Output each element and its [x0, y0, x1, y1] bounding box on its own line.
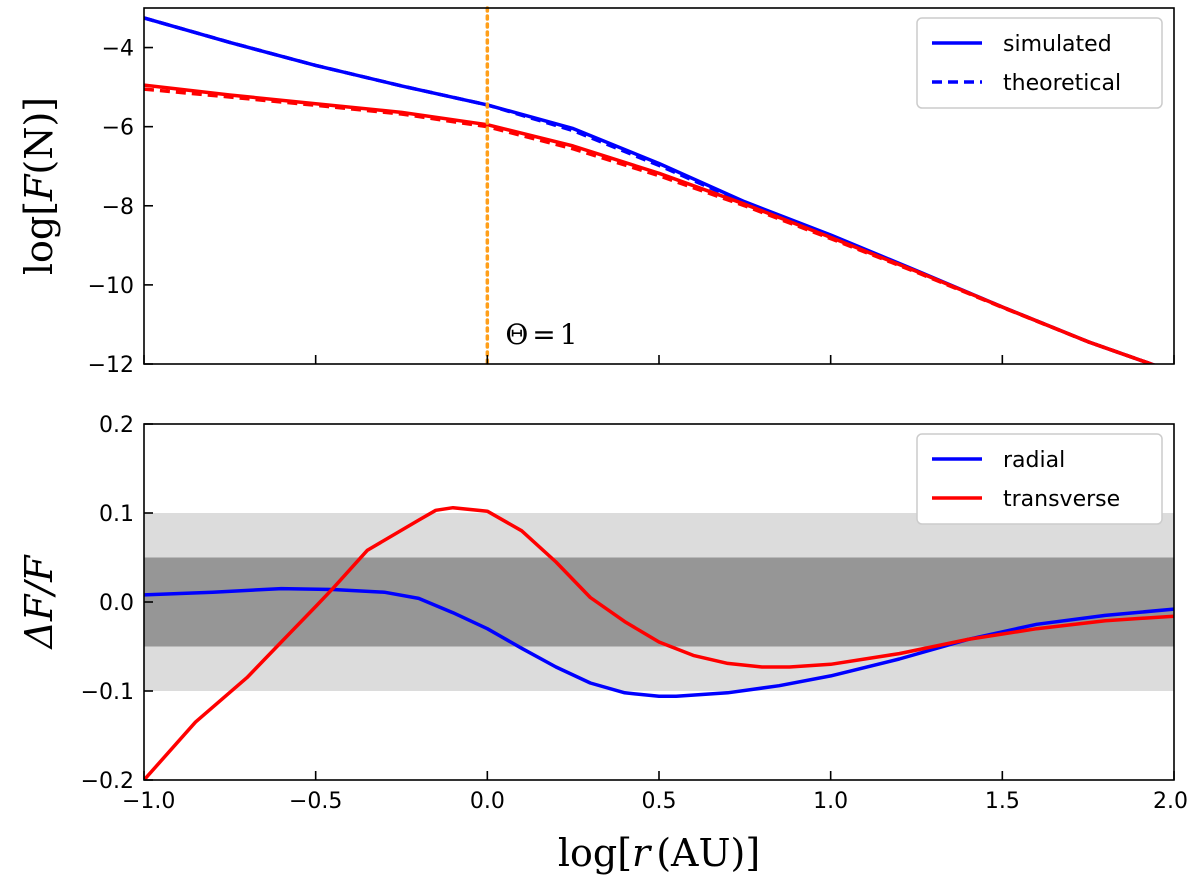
legend-simulated-label: simulated	[1003, 32, 1112, 57]
top-y-axis-label: log[F(N)]	[17, 97, 61, 275]
x-tick-label: 1.0	[813, 789, 848, 814]
bottom-y-tick-label: 0.2	[99, 413, 134, 438]
top-y-tick-label: −4	[102, 37, 134, 62]
x-label-close-bracket: ]	[745, 831, 760, 875]
bottom-y-tick-label: −0.2	[81, 769, 134, 794]
inner-5-percent-band	[144, 557, 1174, 647]
x-tick-label: 1.5	[985, 789, 1020, 814]
series-red-simulated	[144, 83, 1157, 364]
legend-theoretical-label: theoretical	[1003, 71, 1121, 96]
x-tick-label: −0.5	[289, 789, 342, 814]
bottom-y-ticks: −0.2 −0.1 0.0 0.1 0.2	[81, 413, 153, 794]
top-y-label-unit: (N)	[17, 112, 61, 175]
series-red-theoretical	[144, 87, 1157, 364]
top-x-ticks	[143, 355, 1175, 364]
bottom-legend-box	[916, 433, 1163, 525]
top-legend: simulated theoretical	[916, 17, 1163, 109]
theta-annotation: Θ = 1	[505, 318, 577, 351]
bottom-panel: −0.2 −0.1 0.0 0.1 0.2 −1.0 −0.5 0.0 0.5 1.0 1.5 2.…	[17, 413, 1188, 875]
top-y-tick-label: −12	[88, 353, 134, 378]
bottom-y-tick-label: 0.0	[99, 591, 134, 616]
bottom-x-ticks: −1.0 −0.5 0.0 0.5 1.0 1.5 2.0	[122, 771, 1188, 814]
top-y-tick-label: −10	[88, 274, 134, 299]
series-blue-theoretical	[144, 16, 1157, 364]
bottom-y-tick-label: −0.1	[81, 680, 134, 705]
bottom-y-axis-label: ΔF/F	[17, 554, 61, 651]
bottom-bands-group	[144, 513, 1174, 691]
theta-annotation-var: Θ	[505, 318, 528, 351]
bottom-legend: radial transverse	[916, 433, 1163, 525]
x-axis-label: log[r (AU)]	[558, 831, 760, 875]
x-label-fn: log	[558, 831, 617, 875]
top-y-tick-label: −8	[102, 195, 134, 220]
bottom-y-tick-label: 0.1	[99, 502, 134, 527]
legend-transverse-label: transverse	[1003, 487, 1120, 512]
theta-annotation-rel: =	[532, 318, 555, 351]
top-y-label-fn: log	[17, 216, 61, 275]
x-tick-label: −1.0	[122, 789, 175, 814]
top-legend-box	[916, 17, 1163, 109]
top-y-ticks: −12 −10 −8 −6 −4	[88, 37, 153, 378]
x-tick-label: 2.0	[1153, 789, 1188, 814]
top-y-label-close-bracket: ]	[17, 97, 61, 112]
legend-radial-label: radial	[1003, 448, 1065, 473]
x-label-unit: (AU)	[656, 831, 745, 875]
x-label-open-bracket: [	[617, 831, 632, 875]
top-panel: Θ = 1 −12 −10 −8 −6 −4 log[F(N)] simulated the…	[17, 6, 1175, 378]
top-y-label-open-bracket: [	[17, 201, 61, 216]
x-label-var: r	[632, 831, 653, 875]
top-y-tick-label: −6	[102, 116, 134, 141]
bottom-series-group	[144, 505, 1174, 780]
top-y-label-var: F	[17, 173, 61, 202]
x-tick-label: 0.5	[642, 789, 677, 814]
series-transverse	[144, 505, 1174, 780]
top-series-group	[144, 16, 1157, 364]
x-tick-label: 0.0	[470, 789, 505, 814]
theta-annotation-val: 1	[560, 318, 578, 351]
series-radial	[144, 586, 1174, 699]
